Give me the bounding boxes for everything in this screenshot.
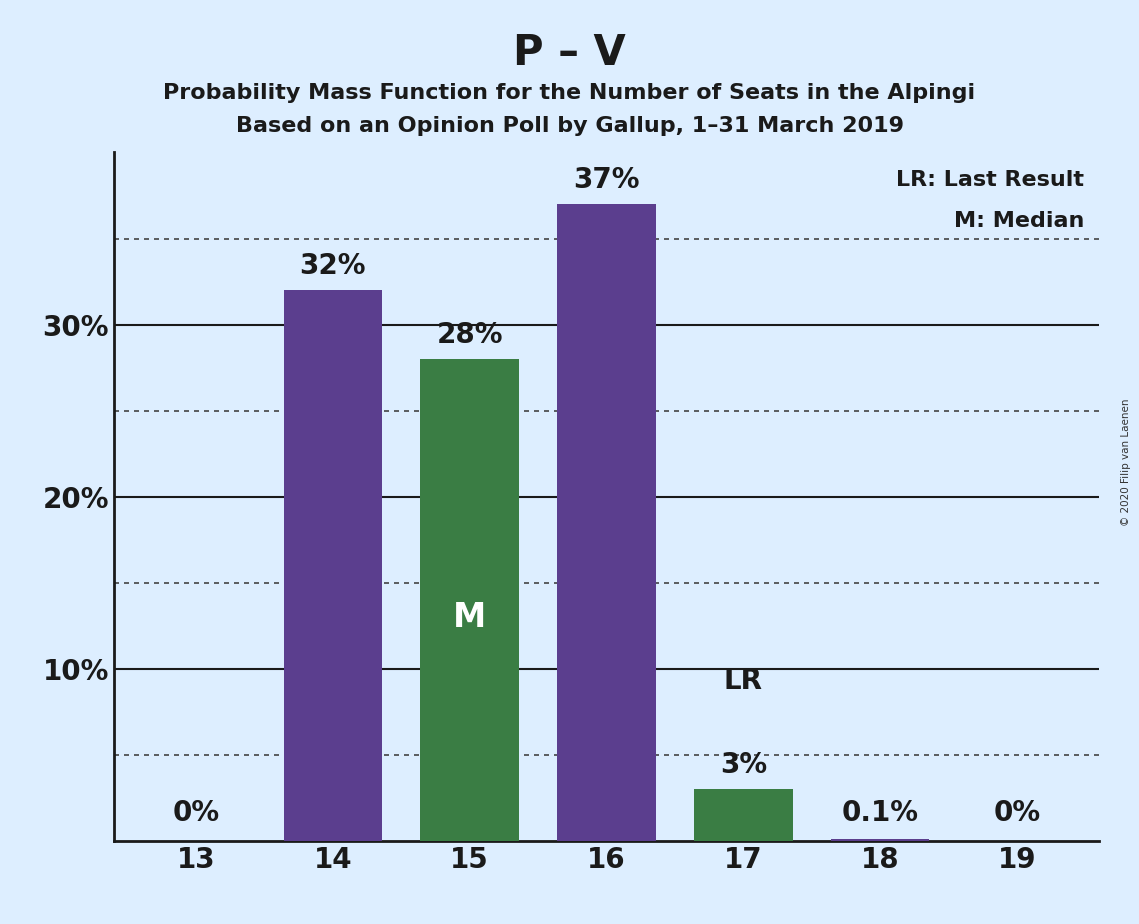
Text: M: M [453, 601, 486, 634]
Bar [420, 359, 519, 841]
Bar [557, 204, 656, 841]
Text: M: Median: M: Median [954, 211, 1084, 231]
Text: 0%: 0% [993, 799, 1041, 827]
Text: LR: Last Result: LR: Last Result [896, 170, 1084, 189]
Text: Based on an Opinion Poll by Gallup, 1–31 March 2019: Based on an Opinion Poll by Gallup, 1–31… [236, 116, 903, 136]
Text: Probability Mass Function for the Number of Seats in the Alpingi: Probability Mass Function for the Number… [163, 83, 976, 103]
Text: 0%: 0% [172, 799, 220, 827]
Text: 3%: 3% [720, 751, 767, 779]
Bar [284, 290, 382, 841]
Bar [694, 789, 793, 841]
Text: LR: LR [724, 666, 763, 695]
Text: 0.1%: 0.1% [842, 799, 919, 827]
Text: P – V: P – V [514, 32, 625, 74]
Text: 32%: 32% [300, 252, 366, 280]
Text: 37%: 37% [573, 165, 640, 194]
Bar [831, 839, 929, 841]
Text: 28%: 28% [436, 321, 503, 348]
Text: © 2020 Filip van Laenen: © 2020 Filip van Laenen [1121, 398, 1131, 526]
